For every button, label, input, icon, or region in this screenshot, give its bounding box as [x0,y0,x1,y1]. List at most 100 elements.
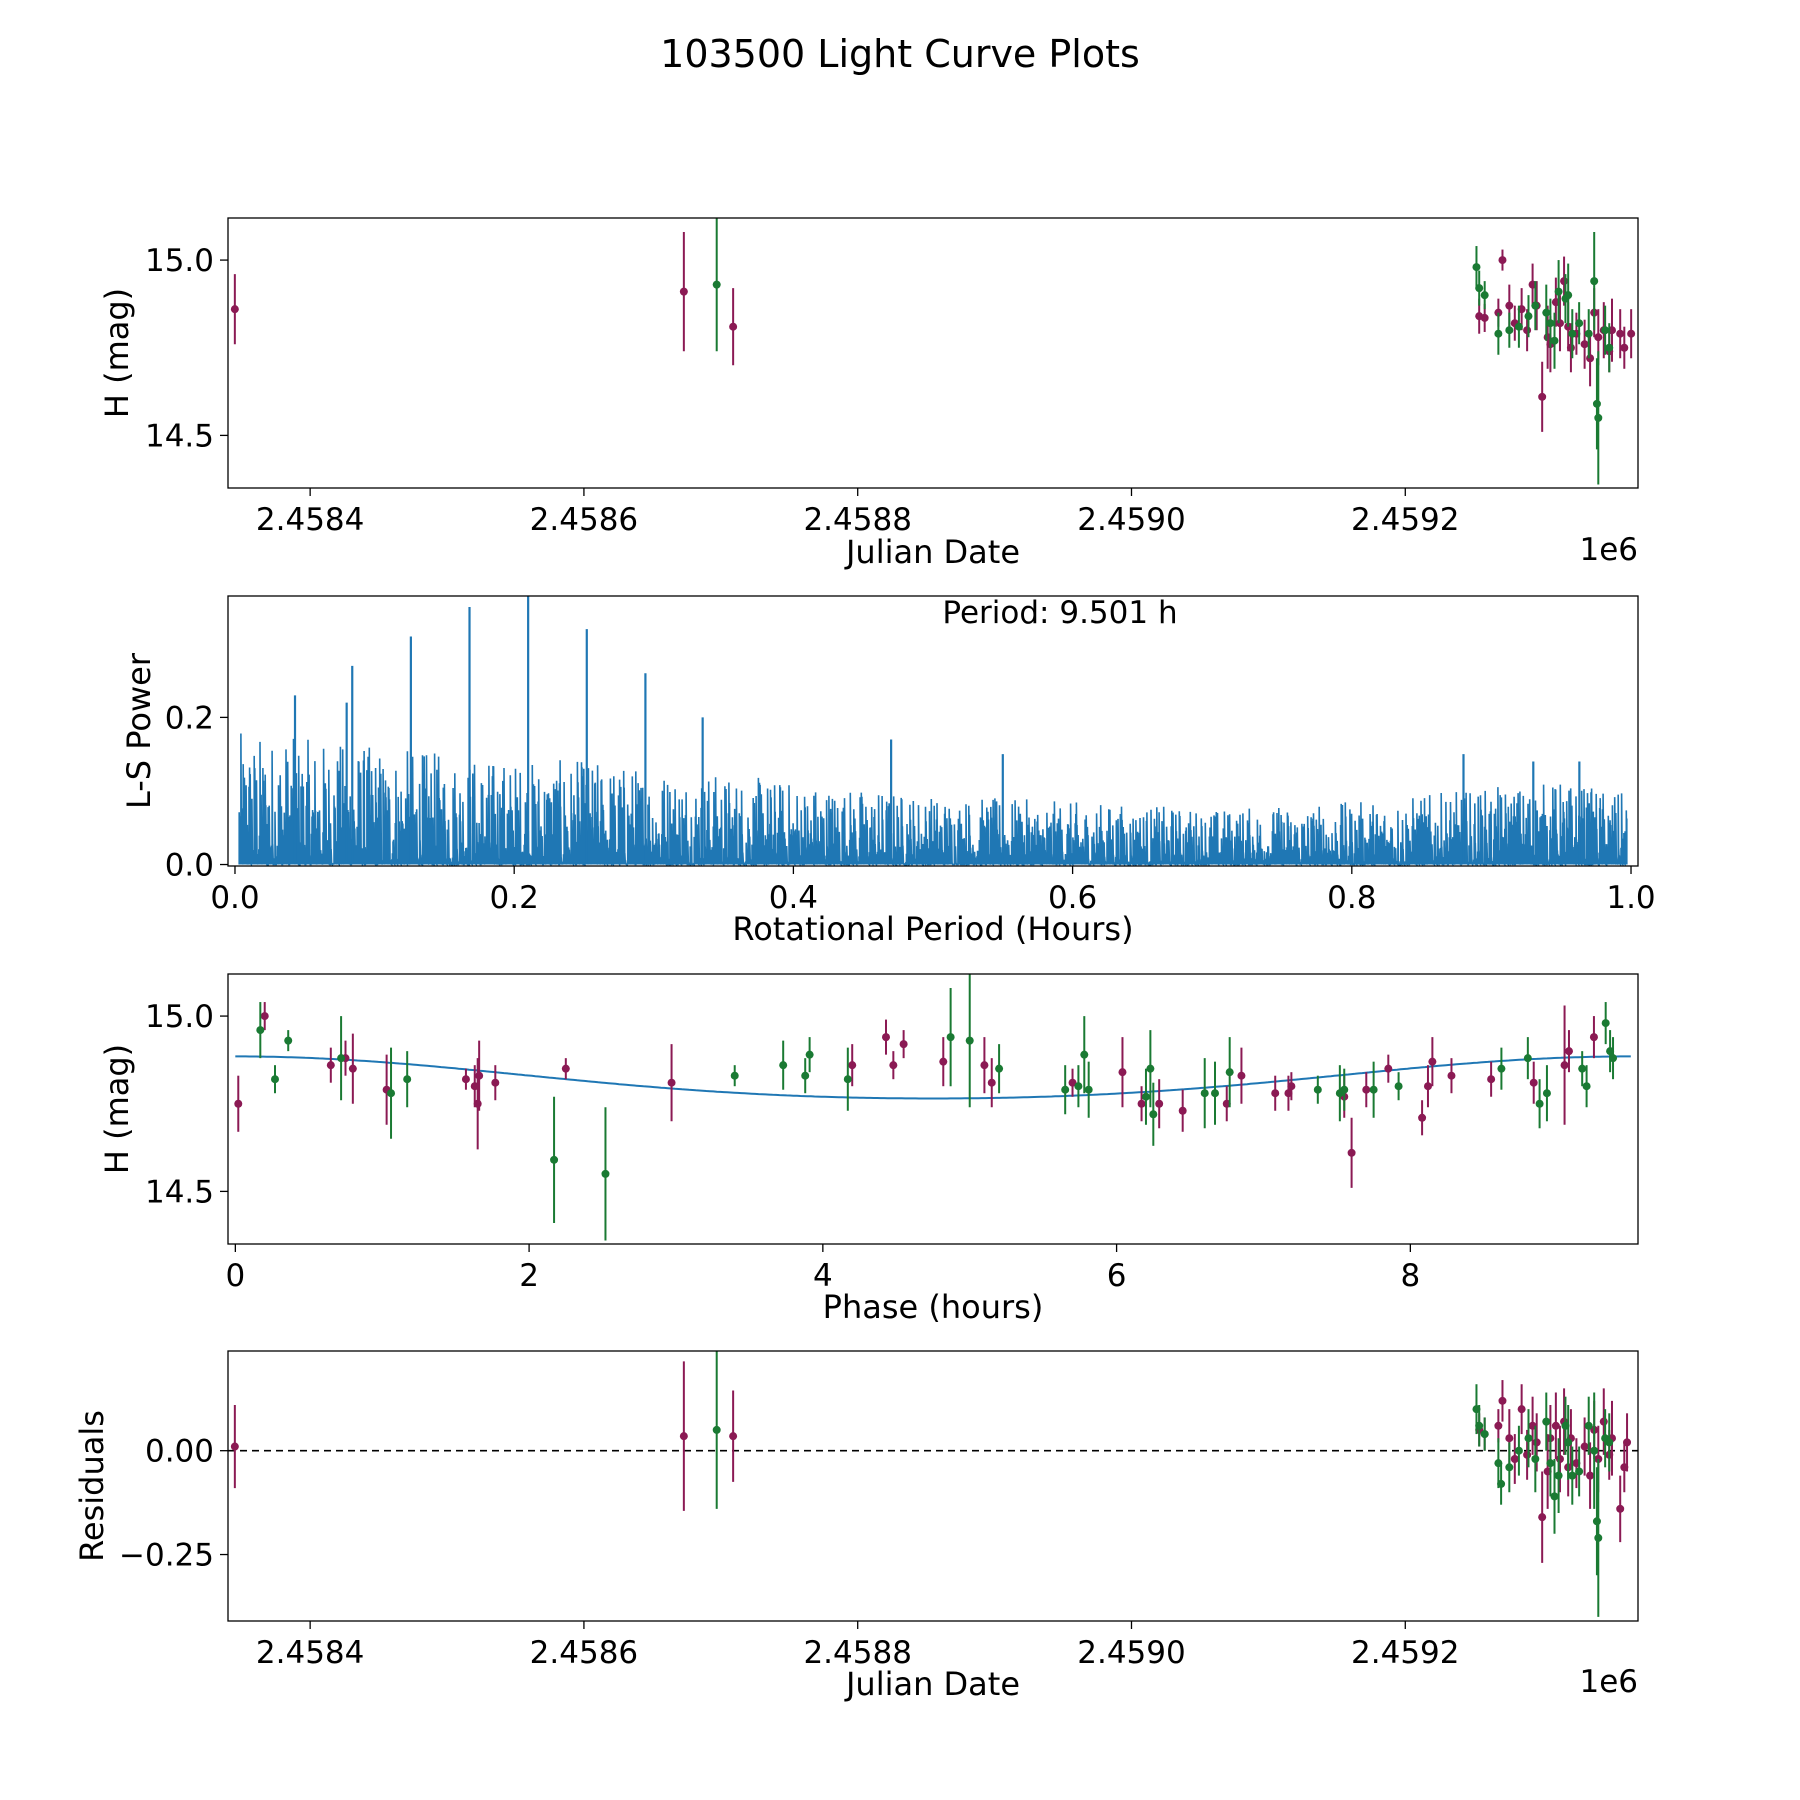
y-tick-label: 15.0 [145,999,214,1035]
purple-data-point [1068,1078,1077,1087]
purple-data-point [1627,329,1636,338]
x-tick-label: 2.4592 [1351,502,1459,538]
phased-ylabel: H (mag) [98,1044,136,1174]
green-data-point [1550,336,1559,345]
periodogram-data [238,596,1628,866]
green-data-point [1497,1479,1506,1488]
green-data-point [256,1026,265,1035]
lightcurve-ticks: 2.4584 2.4586 2.4588 2.4590 2.4592 14.5 15.0 [145,243,1460,538]
green-data-point [337,1054,346,1063]
purple-data-point [679,287,688,296]
x-tick-label: 2.4590 [1077,1635,1185,1671]
purple-data-point [1551,1421,1560,1430]
green-data-point [1554,1471,1563,1480]
purple-data-point [1529,1078,1538,1087]
green-data-point [1475,1421,1484,1430]
purple-data-point [1523,1450,1532,1459]
green-data-point [1590,1446,1599,1455]
model-fit-curve [235,1055,1631,1100]
green-data-point [1084,1085,1093,1094]
purple-data-point [1498,256,1507,265]
green-data-point [1575,319,1584,328]
x-tick-label: 2 [519,1258,539,1294]
purple-data-point [1555,1455,1564,1463]
periodogram-ylabel: L-S Power [120,652,158,809]
periodogram-ticks: 0.0 0.2 0.4 0.6 0.8 1.0 0.0 0.2 [165,700,1656,916]
green-data-point [1601,1019,1610,1028]
panel-lightcurve: 2.4584 2.4586 2.4588 2.4590 2.4592 14.5 15.0 J… [98,217,1639,571]
purple-data-point [1586,354,1595,363]
purple-data-point [230,1442,239,1451]
green-data-point [1564,291,1573,300]
purple-data-point [1580,1442,1589,1451]
green-data-point [1514,1446,1523,1455]
green-data-point [1061,1085,1070,1094]
green-data-point [403,1075,412,1084]
green-data-point [1149,1110,1158,1119]
lightcurve-ylabel: H (mag) [98,288,136,418]
x-tick-label: 2.4590 [1077,502,1185,538]
series-group [228,1351,1638,1617]
series-group [230,218,1636,485]
lightcurve-frame [227,217,1639,489]
purple-data-point [461,1075,470,1084]
purple-data-point [1428,1057,1437,1066]
purple-data-point [326,1061,335,1070]
panel-residuals: 2.4584 2.4586 2.4588 2.4590 2.4592−0.250.00 … [73,1350,1639,1703]
y-tick-label: 15.0 [145,243,214,279]
x-tick-label: 0.4 [769,880,818,916]
green-data-point [1590,277,1599,286]
residuals-ylabel: Residuals [73,1410,111,1562]
green-data-point [1609,1054,1618,1063]
green-data-point [1535,1099,1544,1108]
y-tick-label: 0.00 [145,1434,214,1470]
x-tick-label: 0.8 [1327,880,1376,916]
purple-data-point [1347,1148,1356,1157]
x-tick-label: 8 [1400,1258,1420,1294]
purple-data-point [234,1099,243,1108]
purple-data-point [1538,392,1547,401]
green-data-point [1592,399,1601,408]
green-data-point [1514,322,1523,331]
purple-data-point [1423,1082,1432,1091]
green-data-point [995,1064,1004,1073]
green-data-point [1524,1434,1533,1443]
purple-data-point [1560,277,1569,286]
purple-data-point [1505,301,1514,310]
purple-data-point [667,1078,676,1087]
figure-title: 103500 Light Curve Plots [660,32,1140,76]
green-data-point [1200,1089,1209,1098]
green-data-point [387,1089,396,1098]
residuals-data [228,1351,1638,1617]
purple-data-point [889,1061,898,1070]
green-data-point [1394,1082,1403,1091]
purple-data-point [1418,1113,1427,1122]
x-tick-label: 2.4588 [803,502,911,538]
green-data-point [1594,1533,1603,1542]
x-tick-label: 2.4592 [1351,1635,1459,1671]
phased-ticks: 0 2 4 6 8 14.5 15.0 [145,999,1420,1294]
green-data-point [1475,284,1484,293]
green-data-point [1575,1467,1584,1476]
x-tick-label: 2.4584 [256,1635,364,1671]
purple-data-point [729,322,738,331]
green-data-point [271,1075,279,1084]
green-data-point [1592,1517,1601,1526]
green-data-point [801,1071,810,1080]
green-data-point [1523,1054,1532,1063]
purple-data-point [1271,1089,1280,1098]
purple-data-point [1137,1099,1146,1108]
purple-data-point [1532,1438,1541,1447]
purple-data-point [1510,1455,1519,1463]
purple-data-point [1555,319,1564,328]
periodogram-frame [227,595,1639,867]
x-tick-label: 6 [1107,1258,1127,1294]
purple-data-point [348,1064,357,1073]
purple-data-point [1589,1033,1598,1042]
x-tick-label: 2.4584 [256,502,364,538]
green-data-point [1605,343,1614,352]
green-data-point [712,1425,721,1434]
purple-data-point [1599,1417,1608,1426]
